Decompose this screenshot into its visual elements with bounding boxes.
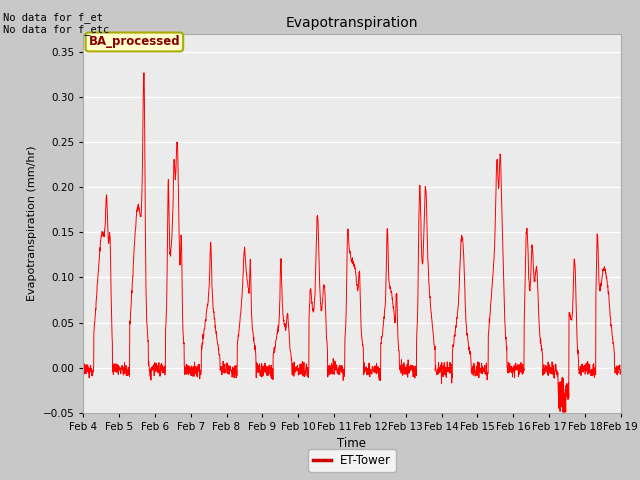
Text: BA_processed: BA_processed — [88, 36, 180, 48]
X-axis label: Time: Time — [337, 437, 367, 450]
Text: No data for f_et
No data for f_etc: No data for f_et No data for f_etc — [3, 12, 109, 36]
Legend: ET-Tower: ET-Tower — [308, 449, 396, 472]
Title: Evapotranspiration: Evapotranspiration — [285, 16, 419, 30]
Y-axis label: Evapotranspiration (mm/hr): Evapotranspiration (mm/hr) — [27, 145, 37, 301]
